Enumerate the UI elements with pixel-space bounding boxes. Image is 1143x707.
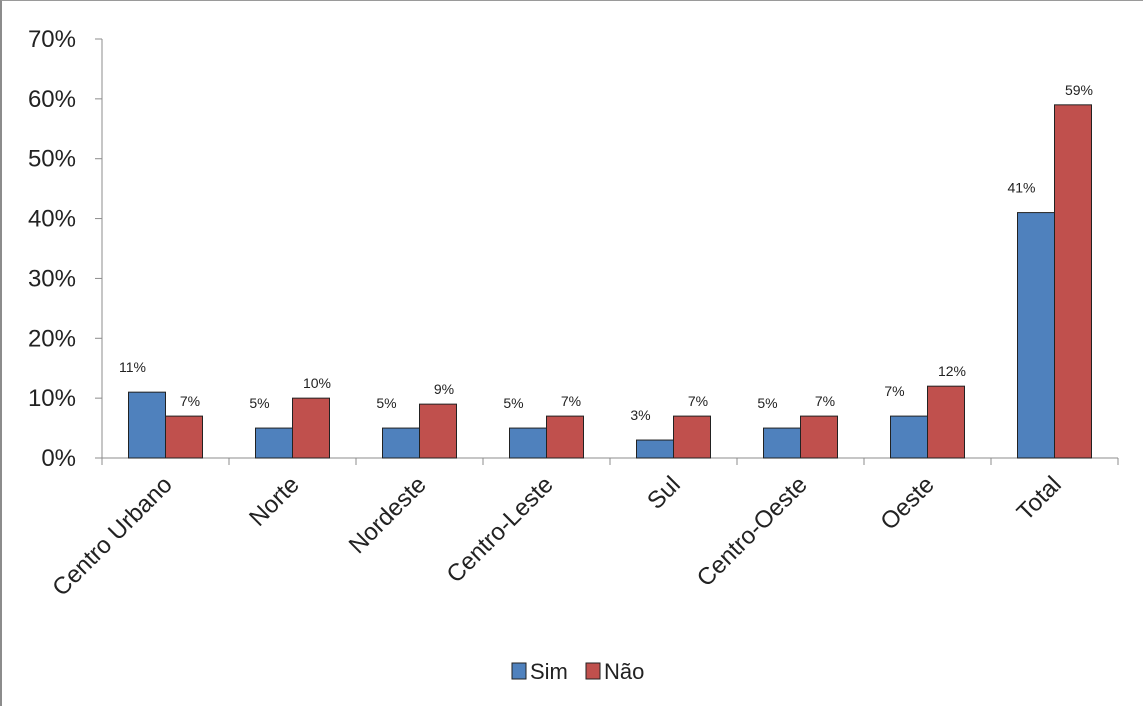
y-tick-label: 20% — [28, 325, 76, 352]
category-label: Centro Urbano — [47, 471, 177, 601]
data-label: 10% — [303, 375, 331, 391]
legend: Sim Não — [511, 659, 644, 684]
data-labels: 11% 5% 5% 5% 3% 5% 7% 41% 7% 10% 9% 7% 7% 7% 12% 59% — [119, 82, 1093, 423]
data-label: 59% — [1065, 82, 1093, 98]
data-label: 5% — [503, 395, 523, 411]
data-label: 7% — [180, 393, 200, 409]
category-label: Nordeste — [344, 471, 432, 559]
y-tick-label: 60% — [28, 86, 76, 113]
category-label: Sul — [642, 471, 686, 515]
category-label: Centro-Leste — [442, 471, 559, 588]
data-label: 5% — [757, 395, 777, 411]
data-label: 7% — [561, 393, 581, 409]
bar-sim — [382, 427, 420, 459]
legend-label: Sim — [530, 659, 568, 684]
legend-swatch — [585, 662, 601, 680]
bar-n-o — [1054, 104, 1092, 459]
bar-sim — [636, 439, 674, 459]
bars — [128, 104, 1092, 459]
y-tick-label: 50% — [28, 146, 76, 173]
bar-n-o — [800, 415, 838, 459]
data-label: 11% — [119, 359, 146, 375]
bar-n-o — [546, 415, 584, 459]
category-label: Centro-Oeste — [692, 471, 813, 592]
y-axis: 0% 10% 20% 30% 40% 50% 60% 70% — [28, 26, 103, 472]
category-label: Norte — [244, 471, 305, 532]
data-label: 7% — [815, 393, 835, 409]
y-tick-label: 30% — [28, 265, 76, 292]
data-label: 5% — [376, 395, 396, 411]
data-label: 9% — [434, 381, 454, 397]
y-tick-label: 10% — [28, 385, 76, 412]
bar-sim — [763, 427, 801, 459]
data-label: 5% — [249, 395, 269, 411]
bar-n-o — [673, 415, 711, 459]
bar-n-o — [165, 415, 203, 459]
category-label: Oeste — [875, 471, 939, 535]
bar-sim — [890, 415, 928, 459]
data-label: 7% — [884, 383, 904, 399]
data-label: 3% — [630, 407, 650, 423]
y-tick-label: 40% — [28, 206, 76, 233]
data-label: 12% — [938, 363, 966, 379]
y-tick-label: 0% — [41, 445, 76, 472]
data-label: 41% — [1007, 180, 1035, 196]
legend-swatch — [511, 662, 527, 680]
category-label: Total — [1012, 471, 1067, 526]
data-label: 7% — [688, 393, 708, 409]
bar-sim — [509, 427, 547, 459]
bar-sim — [128, 391, 166, 459]
bar-n-o — [292, 397, 330, 459]
bar-n-o — [927, 385, 965, 459]
bar-sim — [255, 427, 293, 459]
y-tick-label: 70% — [28, 26, 76, 53]
bar-n-o — [419, 403, 457, 459]
x-axis: Centro Urbano Norte Nordeste Centro-Leste Su… — [47, 457, 1119, 602]
bar-sim — [1017, 212, 1055, 459]
legend-label: Não — [604, 659, 644, 684]
